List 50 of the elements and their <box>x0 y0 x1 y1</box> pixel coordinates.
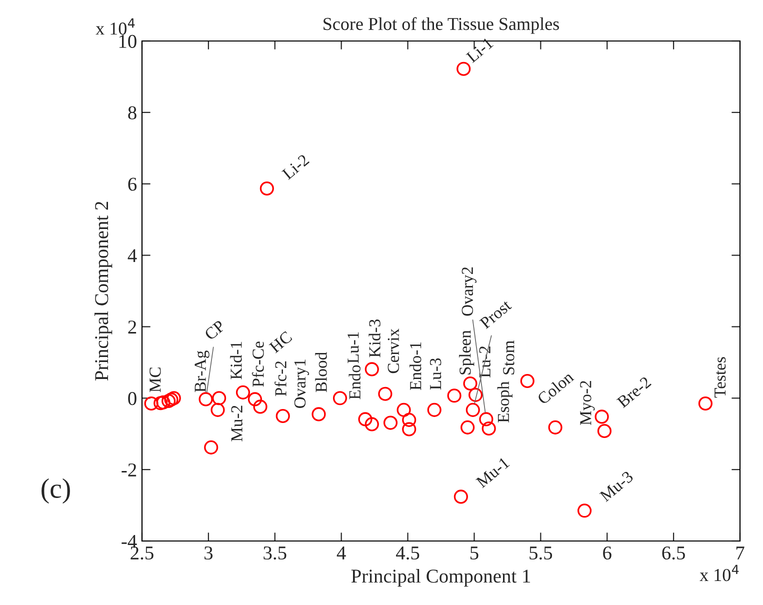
annotation: Stom <box>503 340 514 374</box>
x-tick-label: 2.5 <box>130 546 154 560</box>
annotation: Endo-1 <box>410 342 422 390</box>
annotation: Kid-3 <box>368 320 380 358</box>
chart-title: Score Plot of the Tissue Samples <box>324 17 559 34</box>
annotation: Esoph <box>497 381 512 422</box>
annotation: MC <box>150 368 161 392</box>
annotation: Ovary1 <box>294 360 310 408</box>
annotation: Pfc-Ce <box>252 342 264 387</box>
y-tick-label: 4 <box>128 249 137 262</box>
x-tick-label: 5 <box>470 546 478 560</box>
annotation: Pfc-2 <box>274 361 286 396</box>
y-tick-label: -2 <box>122 463 136 476</box>
x-axis-title: Principal Component 1 <box>351 569 530 587</box>
y-tick-label: 8 <box>128 106 136 120</box>
annotation: Endo <box>348 365 360 400</box>
y-tick-label: 6 <box>128 178 137 191</box>
annotation: Mu-2 <box>231 406 242 442</box>
annotation: CP <box>204 320 226 341</box>
y-tick-label: 2 <box>128 320 136 334</box>
annotation: Li-1 <box>466 37 494 64</box>
x-tick-label: 3 <box>204 546 213 560</box>
y-tick-label: 0 <box>128 392 136 406</box>
text: x 10$^{4}$ <box>96 18 135 35</box>
annotation: Lu-3 <box>430 358 442 390</box>
annotation: Br-Ag <box>194 350 210 392</box>
annotation: Blood <box>315 352 327 392</box>
annotation: Cervix <box>388 328 400 374</box>
x-tick-label: 6.5 <box>662 546 685 560</box>
annotation: Lu-1 <box>348 332 359 364</box>
annotation: Lu-2 <box>479 346 490 378</box>
annotation: Spleen <box>459 330 474 374</box>
y-axis-title: Principal Component 2 <box>94 202 112 381</box>
x-tick-label: 5.5 <box>530 546 552 560</box>
annotation: Li-2 <box>282 154 310 180</box>
annotation: HC <box>268 330 293 354</box>
annotation: Prost <box>479 299 512 330</box>
annotation: Myo-2 <box>580 380 595 425</box>
annotation: Testes <box>714 357 726 398</box>
y-tick-label: -4 <box>122 534 137 548</box>
annotation: Kid-1 <box>230 342 242 380</box>
text: (c) <box>42 478 70 504</box>
x-tick-label: 7 <box>736 546 744 560</box>
annotation: Ovary2 <box>462 267 476 316</box>
y-tick-label: 10 <box>119 34 136 48</box>
x-tick-label: 3.5 <box>264 546 286 560</box>
x-tick-label: 4.5 <box>396 546 420 560</box>
text: x 10$^{4}$ <box>700 564 739 582</box>
x-tick-label: 4 <box>336 546 346 560</box>
x-tick-label: 6 <box>603 546 612 560</box>
